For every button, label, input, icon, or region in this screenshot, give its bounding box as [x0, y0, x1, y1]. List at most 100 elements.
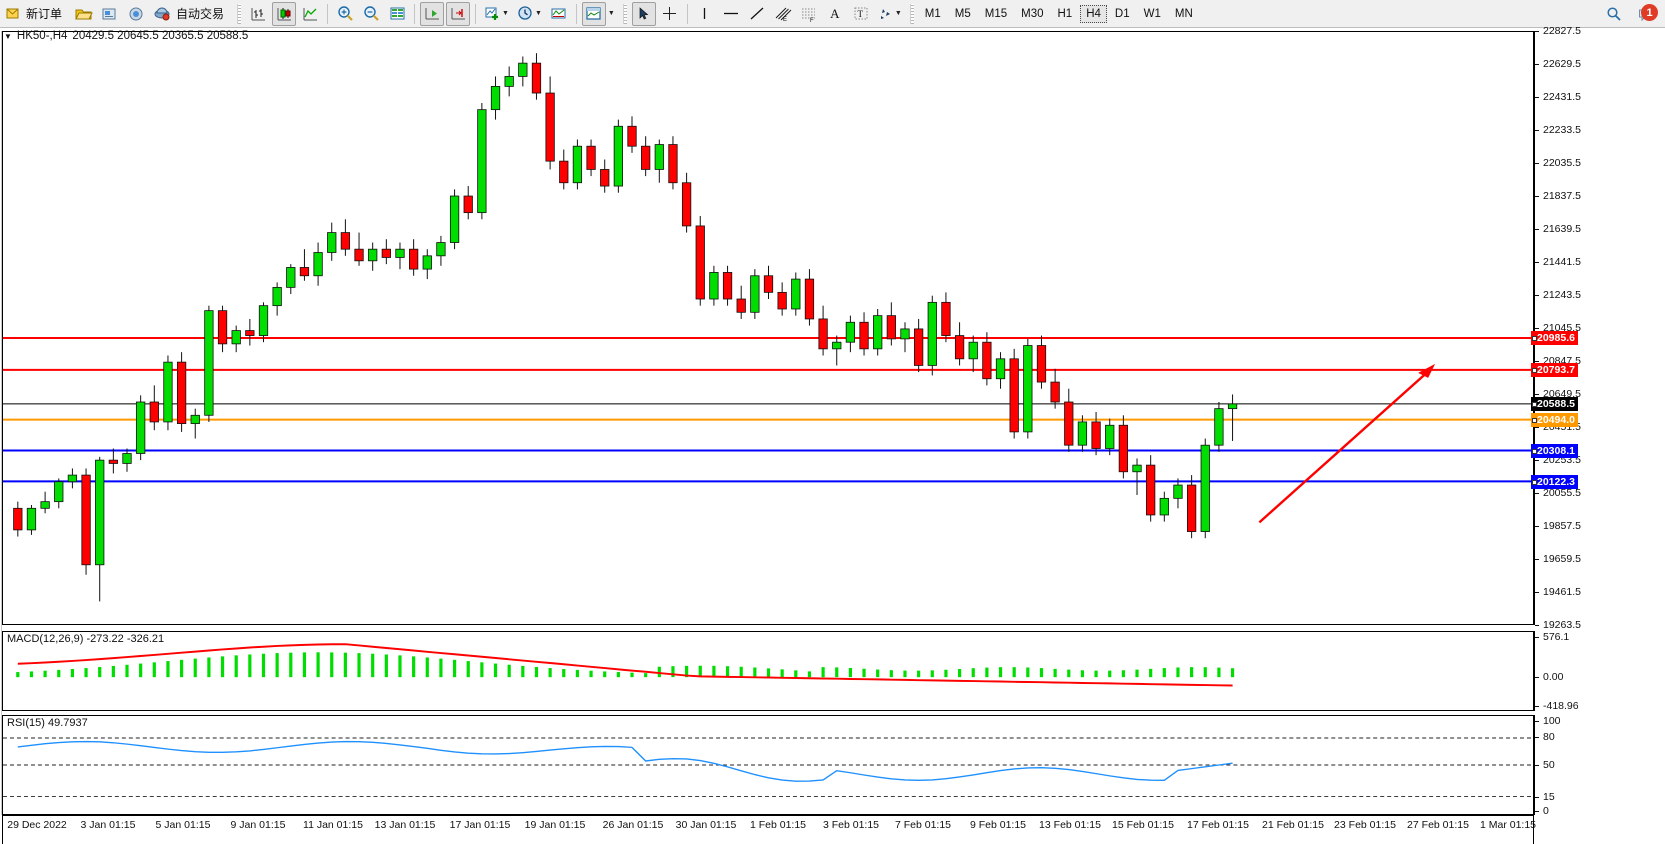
toolbar-grip-2[interactable]: [622, 3, 627, 24]
macd-histogram-bar: [166, 661, 170, 678]
macd-histogram-bar: [412, 656, 416, 678]
vertical-line-button[interactable]: [693, 2, 717, 26]
price-level-handle[interactable]: [1532, 402, 1537, 408]
rsi-pane[interactable]: RSI(15) 49.7937: [2, 715, 1534, 815]
candle: [299, 249, 310, 281]
candle: [613, 119, 623, 193]
chart-shift-button[interactable]: [446, 1, 471, 26]
bar-chart-button[interactable]: [246, 2, 270, 26]
candle: [668, 136, 678, 190]
timeframe-m5[interactable]: M5: [954, 7, 971, 20]
zoom-in-button[interactable]: [333, 2, 357, 26]
text-icon: A: [830, 5, 840, 21]
price-level-label-current-price[interactable]: 20588.5: [1531, 397, 1578, 412]
macd-histogram-bar: [521, 665, 525, 678]
periods-icon: [518, 6, 532, 20]
periods-button[interactable]: ▼: [514, 2, 545, 26]
rsi-scale[interactable]: 100 80 50 15 0: [1534, 715, 1665, 817]
timeframe-m30[interactable]: M30: [1021, 7, 1044, 20]
chevron-down-icon[interactable]: ▼: [502, 10, 509, 17]
equidistant-channel-button[interactable]: E: [771, 2, 795, 26]
macd-signal-line: [17, 643, 1233, 687]
price-tick: 19263.5: [1535, 619, 1581, 631]
chart-template-button[interactable]: [581, 1, 606, 26]
toolbar-grip-3[interactable]: [909, 3, 914, 24]
timeframe-m1[interactable]: M1: [924, 7, 941, 20]
price-level-label-resistance-upper[interactable]: 20985.6: [1531, 330, 1578, 345]
price-level-label-support-upper[interactable]: 20308.1: [1531, 443, 1578, 458]
chart-menu-caret-icon[interactable]: ▼: [4, 31, 12, 41]
zoom-out-button[interactable]: [359, 2, 383, 26]
auto-scroll-button[interactable]: [420, 1, 445, 26]
candle: [286, 264, 296, 295]
toolbar-right-group: 1: [1601, 0, 1659, 28]
chart-area[interactable]: ▼ HK50-,H4 20429.5 20645.5 20365.5 20588…: [0, 25, 1665, 844]
macd-scale[interactable]: 576.1 0.00 -418.96: [1534, 631, 1665, 712]
cursor-icon: [639, 7, 649, 20]
price-level-handle[interactable]: [1532, 335, 1537, 341]
macd-histogram-bar: [57, 669, 61, 678]
timeframe-h1[interactable]: H1: [1057, 7, 1073, 20]
templates-button[interactable]: [547, 2, 571, 26]
timeframe-m15[interactable]: M15: [984, 7, 1008, 20]
chevron-down-icon[interactable]: ▼: [534, 10, 542, 17]
data-window-button[interactable]: [385, 2, 409, 26]
macd-histogram-bar: [1135, 669, 1139, 678]
chart-scroll-gutter[interactable]: [0, 31, 3, 815]
timeframe-w1[interactable]: W1: [1143, 7, 1161, 20]
macd-histogram-bar: [944, 669, 948, 678]
fibonacci-button[interactable]: F: [797, 2, 821, 26]
notification-badge: 1: [1641, 4, 1658, 21]
trendline-button[interactable]: [745, 2, 769, 26]
price-level-label-resistance-lower[interactable]: 20793.7: [1531, 362, 1578, 377]
auto-trading-button[interactable]: 自动交易: [150, 2, 232, 26]
price-tick: 22629.5: [1535, 58, 1581, 70]
crosshair-button[interactable]: [658, 2, 682, 26]
price-pane[interactable]: [2, 31, 1534, 625]
time-label: 15 Feb 01:15: [1112, 819, 1174, 831]
price-level-label-pivot[interactable]: 20494.0: [1531, 412, 1578, 427]
macd-pane[interactable]: MACD(12,26,9) -273.22 -326.21: [2, 631, 1534, 711]
macd-histogram-bar: [589, 670, 593, 678]
candlestick-chart-button[interactable]: [272, 1, 297, 26]
timeframe-mn[interactable]: MN: [1174, 7, 1193, 20]
price-tick: 20055.5: [1535, 487, 1581, 499]
price-level-label-support-lower[interactable]: 20122.3: [1531, 474, 1578, 489]
macd-histogram-bar: [261, 653, 266, 678]
candle: [67, 468, 78, 489]
toolbar-grip-1[interactable]: [237, 3, 242, 24]
time-label: 3 Jan 01:15: [80, 819, 136, 831]
new-order-button[interactable]: 新订单: [3, 2, 70, 26]
line-chart-button[interactable]: [298, 2, 322, 26]
signal-button[interactable]: [124, 2, 148, 26]
price-level-handle[interactable]: [1532, 479, 1537, 485]
timeframe-d1[interactable]: D1: [1114, 7, 1130, 20]
candle: [176, 352, 187, 432]
price-level-handle[interactable]: [1532, 417, 1537, 423]
candle: [149, 385, 159, 431]
price-tick: 20649.5: [1535, 388, 1581, 400]
timeframe-h4[interactable]: H4: [1080, 4, 1107, 23]
price-scale[interactable]: 22827.5 22629.5 22431.5 22233.5 22035.5 21837…: [1531, 25, 1665, 631]
candle: [832, 335, 842, 366]
toolbar-group-indicators: ▼ ▼: [480, 1, 572, 27]
time-scale[interactable]: 29 Dec 2022 3 Jan 01:15 5 Jan 01:15 9 Jan 0…: [2, 815, 1536, 844]
notifications-button[interactable]: 1: [1634, 2, 1658, 26]
chevron-down-icon[interactable]: ▼: [607, 10, 615, 17]
horizontal-line-button[interactable]: [719, 2, 743, 26]
indicators-button[interactable]: ▼: [481, 2, 512, 26]
candle: [449, 189, 460, 250]
folder-button[interactable]: [72, 2, 96, 26]
text-button[interactable]: A: [823, 2, 847, 26]
chevron-down-icon[interactable]: ▼: [894, 10, 902, 17]
candle: [681, 172, 692, 233]
price-level-handle[interactable]: [1532, 367, 1537, 373]
price-level-handle[interactable]: [1532, 448, 1537, 454]
cursor-button[interactable]: [631, 1, 656, 26]
label-button[interactable]: T: [849, 2, 873, 26]
search-button[interactable]: [1602, 2, 1626, 26]
uptrend-arrow[interactable]: [1258, 363, 1436, 524]
macd-histogram-bar: [821, 667, 825, 678]
news-button[interactable]: [98, 2, 122, 26]
shapes-button[interactable]: ▼: [875, 2, 905, 26]
